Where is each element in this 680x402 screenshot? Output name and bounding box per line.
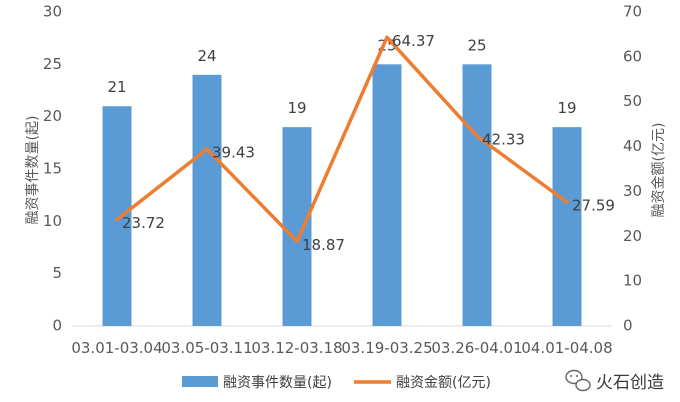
line-value-label: 23.72 — [122, 214, 165, 232]
line-value-label: 39.43 — [212, 144, 255, 162]
right-tick-label: 40 — [623, 137, 642, 155]
right-tick-label: 0 — [623, 317, 633, 335]
bar-value-label: 24 — [197, 47, 216, 65]
bar — [282, 127, 312, 326]
x-tick-label: 03.12-03.18 — [251, 339, 342, 357]
right-axis-ticks: 0 10 20 30 40 50 60 70 — [623, 3, 642, 335]
line-value-label: 18.87 — [302, 236, 345, 254]
line-value-label: 42.33 — [482, 131, 525, 149]
right-tick-label: 10 — [623, 272, 642, 290]
amount-line — [115, 35, 569, 244]
left-axis-ticks: 0 5 10 15 20 25 30 — [43, 3, 62, 335]
bar-value-label: 25 — [467, 36, 486, 54]
bar — [192, 74, 222, 326]
bar-value-label: 19 — [287, 99, 306, 117]
right-axis-title: 融资金额(亿元) — [651, 123, 667, 218]
x-axis-ticks: 03.01-03.0403.05-03.1103.12-03.1803.19-0… — [71, 339, 612, 357]
line-value-label: 27.59 — [572, 197, 615, 215]
bar — [462, 64, 492, 326]
x-tick-label: 03.05-03.11 — [161, 339, 252, 357]
right-tick-label: 50 — [623, 92, 642, 110]
right-tick-label: 30 — [623, 182, 642, 200]
left-tick-label: 15 — [43, 160, 62, 178]
watermark: 火石创造 — [565, 369, 664, 393]
bar — [372, 64, 402, 326]
right-tick-label: 20 — [623, 227, 642, 245]
bar-value-label: 21 — [107, 78, 126, 96]
legend-bar-swatch — [182, 376, 218, 387]
bar — [552, 127, 582, 326]
bar-value-label: 19 — [557, 99, 576, 117]
left-tick-label: 25 — [43, 55, 62, 73]
legend-line-label: 融资金额(亿元) — [396, 375, 491, 391]
wechat-icon — [565, 369, 591, 392]
left-tick-label: 10 — [43, 212, 62, 230]
left-tick-label: 20 — [43, 107, 62, 125]
left-tick-label: 0 — [52, 317, 62, 335]
x-tick-label: 03.19-03.25 — [341, 339, 432, 357]
line-data-labels: 23.72 39.43 18.87 64.37 42.33 27.59 — [122, 32, 615, 254]
x-tick-label: 03.01-03.04 — [71, 339, 162, 357]
left-tick-label: 5 — [52, 264, 62, 282]
line-value-label: 64.37 — [392, 32, 435, 50]
bar-series — [102, 64, 582, 326]
left-tick-label: 30 — [43, 3, 62, 21]
bar — [102, 106, 132, 326]
right-tick-label: 60 — [623, 47, 642, 65]
x-tick-label: 03.26-04.01 — [431, 339, 522, 357]
x-tick-label: 04.01-04.08 — [521, 339, 612, 357]
legend: 融资事件数量(起) 融资金额(亿元) — [182, 375, 491, 391]
right-tick-label: 70 — [623, 3, 642, 21]
legend-bar-label: 融资事件数量(起) — [223, 375, 332, 391]
watermark-text: 火石创造 — [596, 373, 664, 393]
left-axis-title: 融资事件数量(起) — [25, 116, 41, 225]
